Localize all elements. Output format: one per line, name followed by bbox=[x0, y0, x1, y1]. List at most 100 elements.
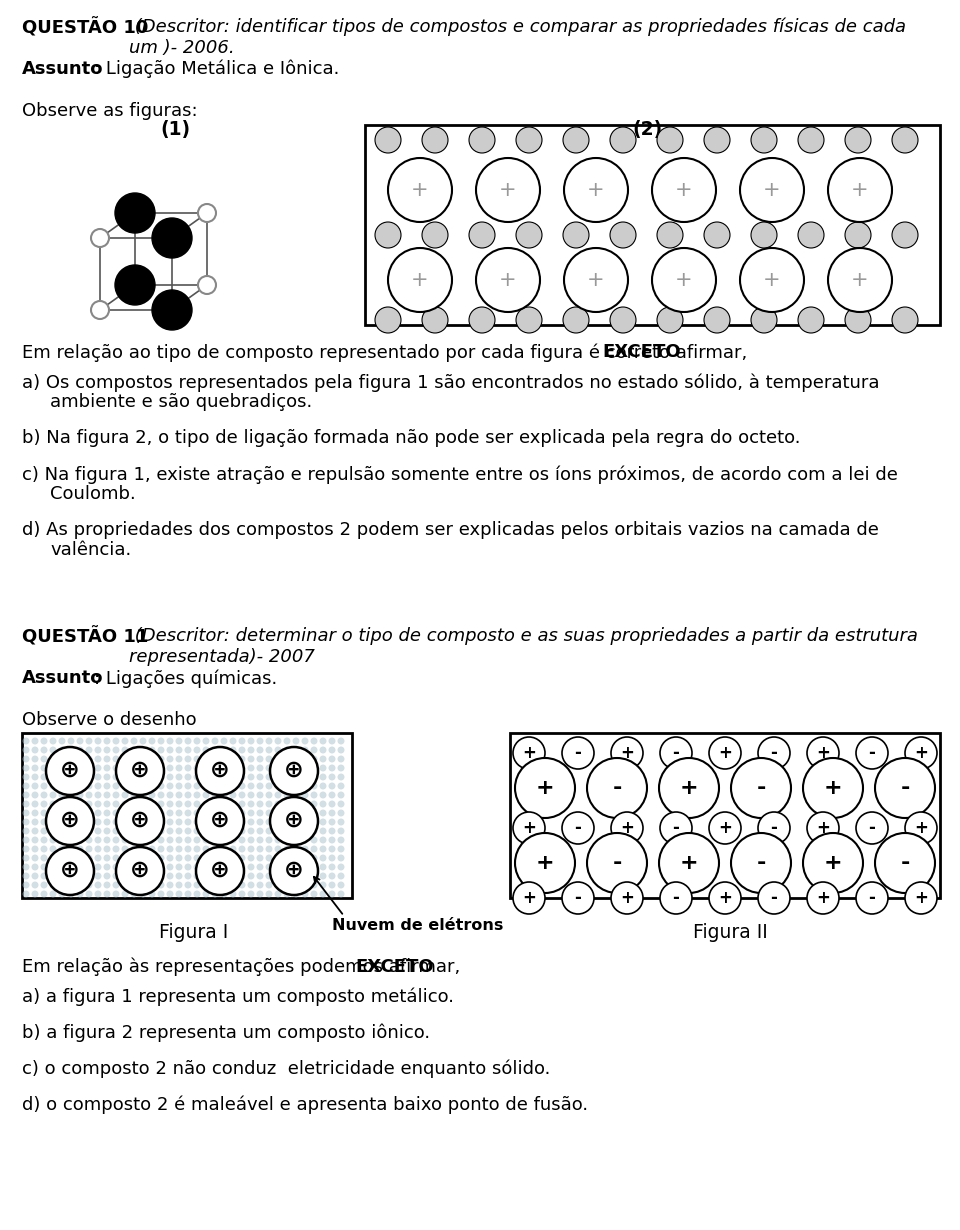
Circle shape bbox=[283, 855, 291, 861]
Text: ⊕: ⊕ bbox=[60, 758, 80, 782]
Text: (1): (1) bbox=[160, 121, 190, 139]
Circle shape bbox=[157, 891, 164, 898]
Circle shape bbox=[301, 828, 308, 834]
Circle shape bbox=[256, 891, 263, 898]
Text: c) o composto 2 não conduz  eletricidade enquanto sólido.: c) o composto 2 não conduz eletricidade … bbox=[22, 1060, 550, 1079]
Circle shape bbox=[50, 836, 57, 844]
Circle shape bbox=[248, 818, 254, 825]
Circle shape bbox=[40, 755, 47, 763]
Circle shape bbox=[166, 747, 174, 754]
Circle shape bbox=[256, 828, 263, 834]
Circle shape bbox=[122, 855, 129, 861]
Circle shape bbox=[67, 891, 75, 898]
Circle shape bbox=[149, 818, 156, 825]
Circle shape bbox=[184, 845, 191, 852]
Text: +: + bbox=[536, 852, 554, 873]
Circle shape bbox=[198, 276, 216, 294]
Circle shape bbox=[112, 765, 119, 771]
Circle shape bbox=[176, 782, 182, 790]
Circle shape bbox=[310, 738, 318, 744]
Circle shape bbox=[149, 801, 156, 808]
Circle shape bbox=[516, 308, 542, 333]
Circle shape bbox=[338, 863, 345, 871]
Circle shape bbox=[94, 882, 102, 888]
Circle shape bbox=[221, 774, 228, 781]
Circle shape bbox=[293, 765, 300, 771]
Circle shape bbox=[221, 872, 228, 879]
Circle shape bbox=[562, 737, 594, 769]
Circle shape bbox=[266, 891, 273, 898]
Circle shape bbox=[266, 755, 273, 763]
Circle shape bbox=[310, 755, 318, 763]
Circle shape bbox=[275, 809, 281, 817]
Circle shape bbox=[275, 828, 281, 834]
Circle shape bbox=[77, 836, 84, 844]
Text: +: + bbox=[824, 852, 842, 873]
Circle shape bbox=[328, 863, 335, 871]
Text: +: + bbox=[914, 744, 928, 763]
Text: +: + bbox=[522, 889, 536, 907]
Circle shape bbox=[803, 833, 863, 893]
Circle shape bbox=[310, 872, 318, 879]
Circle shape bbox=[515, 833, 575, 893]
Circle shape bbox=[845, 308, 871, 333]
Circle shape bbox=[266, 809, 273, 817]
Circle shape bbox=[139, 863, 147, 871]
Circle shape bbox=[238, 755, 246, 763]
Circle shape bbox=[320, 891, 326, 898]
Circle shape bbox=[85, 765, 92, 771]
Circle shape bbox=[275, 863, 281, 871]
Circle shape bbox=[328, 828, 335, 834]
Circle shape bbox=[112, 818, 119, 825]
Circle shape bbox=[184, 872, 191, 879]
Circle shape bbox=[221, 836, 228, 844]
Circle shape bbox=[203, 855, 209, 861]
Circle shape bbox=[40, 836, 47, 844]
Circle shape bbox=[139, 845, 147, 852]
Circle shape bbox=[283, 755, 291, 763]
Circle shape bbox=[229, 836, 236, 844]
Circle shape bbox=[40, 882, 47, 888]
Text: a) a figura 1 representa um composto metálico.: a) a figura 1 representa um composto met… bbox=[22, 988, 454, 1006]
Circle shape bbox=[301, 755, 308, 763]
Circle shape bbox=[256, 791, 263, 798]
Circle shape bbox=[139, 782, 147, 790]
Circle shape bbox=[256, 872, 263, 879]
Circle shape bbox=[59, 836, 65, 844]
Circle shape bbox=[310, 845, 318, 852]
Circle shape bbox=[166, 872, 174, 879]
Circle shape bbox=[157, 882, 164, 888]
Circle shape bbox=[248, 738, 254, 744]
Circle shape bbox=[122, 747, 129, 754]
Circle shape bbox=[166, 791, 174, 798]
Circle shape bbox=[59, 845, 65, 852]
Circle shape bbox=[211, 801, 219, 808]
Circle shape bbox=[310, 891, 318, 898]
Circle shape bbox=[248, 755, 254, 763]
Circle shape bbox=[157, 855, 164, 861]
Circle shape bbox=[310, 836, 318, 844]
Circle shape bbox=[301, 747, 308, 754]
Circle shape bbox=[283, 891, 291, 898]
Circle shape bbox=[59, 747, 65, 754]
Circle shape bbox=[112, 836, 119, 844]
Circle shape bbox=[184, 855, 191, 861]
Circle shape bbox=[149, 882, 156, 888]
Circle shape bbox=[32, 738, 38, 744]
Circle shape bbox=[203, 801, 209, 808]
Circle shape bbox=[328, 836, 335, 844]
Circle shape bbox=[905, 812, 937, 844]
Circle shape bbox=[59, 782, 65, 790]
Circle shape bbox=[320, 872, 326, 879]
Circle shape bbox=[32, 818, 38, 825]
Text: ⊕: ⊕ bbox=[284, 758, 304, 782]
Circle shape bbox=[740, 248, 804, 312]
Circle shape bbox=[94, 872, 102, 879]
Circle shape bbox=[104, 747, 110, 754]
Circle shape bbox=[301, 855, 308, 861]
Circle shape bbox=[320, 765, 326, 771]
Circle shape bbox=[91, 229, 109, 247]
Circle shape bbox=[112, 845, 119, 852]
Text: c) Na figura 1, existe atração e repulsão somente entre os íons próximos, de aco: c) Na figura 1, existe atração e repulsã… bbox=[22, 465, 898, 483]
Circle shape bbox=[157, 836, 164, 844]
